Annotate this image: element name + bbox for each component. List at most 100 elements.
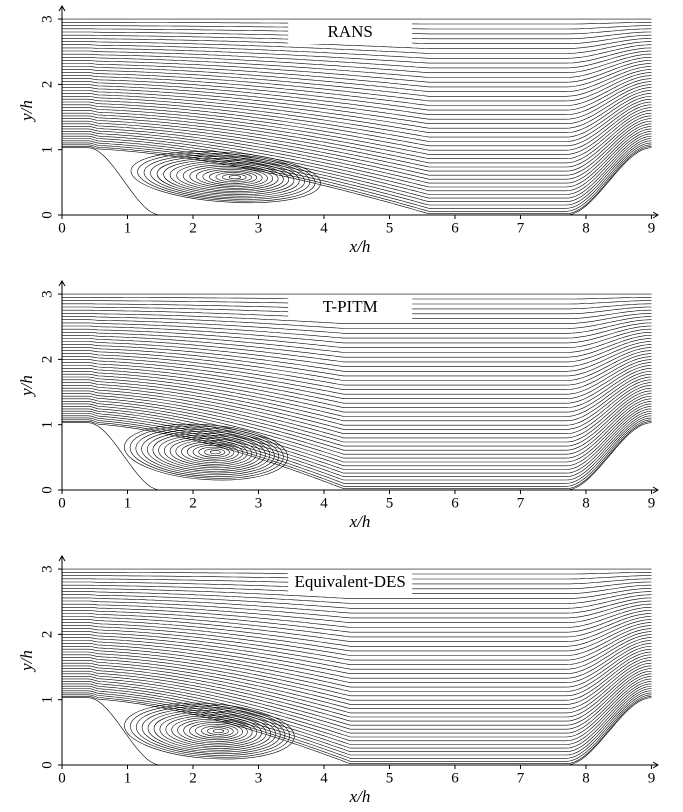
y-axis-label: y/h bbox=[17, 375, 36, 398]
vortex-streamline bbox=[150, 156, 305, 199]
streamline bbox=[62, 673, 652, 730]
vortex-streamline bbox=[163, 159, 295, 195]
y-tick-label: 2 bbox=[39, 356, 55, 364]
streamline bbox=[62, 135, 652, 199]
title-backdrop bbox=[288, 572, 413, 594]
streamline bbox=[62, 665, 652, 718]
y-axis-arrow bbox=[58, 5, 66, 12]
y-tick-label: 0 bbox=[39, 211, 55, 219]
x-tick-label: 2 bbox=[189, 495, 197, 511]
x-tick-label: 8 bbox=[582, 770, 590, 786]
title-backdrop bbox=[288, 22, 413, 44]
vortex-streamline bbox=[195, 723, 239, 739]
streamline bbox=[62, 47, 652, 64]
vortex-streamline bbox=[164, 436, 257, 469]
vortex-streamline bbox=[137, 152, 316, 202]
vortex-streamline bbox=[156, 158, 300, 197]
streamline bbox=[62, 376, 652, 422]
vortex-streamline bbox=[129, 425, 284, 479]
vortex-streamline bbox=[201, 725, 234, 737]
streamline bbox=[62, 401, 652, 459]
vortex-streamline bbox=[141, 429, 275, 476]
vortex-streamline bbox=[222, 173, 247, 181]
x-tick-label: 4 bbox=[320, 770, 328, 786]
y-tick-label: 3 bbox=[39, 290, 55, 298]
vortex-streamline bbox=[176, 162, 284, 192]
vortex-streamline bbox=[130, 151, 321, 204]
streamline bbox=[62, 120, 652, 176]
y-tick-label: 3 bbox=[39, 15, 55, 23]
streamline bbox=[62, 406, 652, 467]
streamline bbox=[62, 670, 652, 726]
vortex-streamline bbox=[212, 729, 225, 734]
y-tick-label: 1 bbox=[39, 696, 55, 704]
vortex-streamline bbox=[198, 446, 230, 458]
x-tick-label: 0 bbox=[58, 770, 66, 786]
streamline bbox=[62, 398, 652, 455]
streamline bbox=[62, 131, 652, 192]
vortex-streamline bbox=[165, 715, 262, 748]
streamline bbox=[62, 140, 652, 206]
vortex-streamline bbox=[209, 450, 221, 455]
x-tick-label: 7 bbox=[517, 495, 525, 511]
vortex-streamline bbox=[135, 427, 280, 477]
streamline bbox=[62, 93, 652, 133]
vortex-streamline bbox=[183, 720, 248, 742]
x-tick-label: 7 bbox=[517, 220, 525, 236]
x-tick-label: 5 bbox=[386, 770, 394, 786]
vortex-streamline bbox=[186, 443, 239, 462]
y-tick-label: 3 bbox=[39, 565, 55, 573]
panel-title: Equivalent-DES bbox=[294, 572, 405, 591]
streamline bbox=[62, 356, 652, 390]
streamline bbox=[62, 692, 652, 759]
streamline bbox=[62, 390, 652, 443]
x-tick-label: 1 bbox=[124, 220, 132, 236]
streamline bbox=[62, 619, 652, 647]
streamline bbox=[62, 126, 652, 184]
streamline bbox=[62, 696, 652, 764]
streamline bbox=[62, 607, 652, 628]
vortex-streamline bbox=[124, 423, 289, 481]
streamline bbox=[62, 107, 652, 155]
streamline bbox=[62, 322, 652, 339]
x-tick-label: 7 bbox=[517, 770, 525, 786]
x-tick-label: 9 bbox=[648, 770, 656, 786]
streamline bbox=[62, 118, 652, 172]
vortex-streamline bbox=[182, 164, 279, 191]
streamline bbox=[62, 72, 652, 102]
streamline bbox=[62, 594, 652, 609]
streamline bbox=[62, 668, 652, 722]
streamline bbox=[62, 387, 652, 439]
x-axis-label: x/h bbox=[349, 787, 371, 806]
streamline bbox=[62, 651, 652, 697]
streamline bbox=[62, 678, 652, 738]
streamline bbox=[62, 683, 652, 745]
streamline bbox=[62, 379, 652, 426]
streamline bbox=[62, 373, 652, 417]
streamline bbox=[62, 395, 652, 451]
streamline bbox=[62, 648, 652, 692]
vortex-streamline bbox=[152, 432, 266, 472]
streamline bbox=[62, 408, 652, 470]
streamline bbox=[62, 362, 652, 399]
streamline bbox=[62, 662, 652, 714]
x-axis-arrow bbox=[652, 211, 659, 219]
x-tick-label: 4 bbox=[320, 495, 328, 511]
vortex-streamline bbox=[202, 169, 263, 186]
x-tick-label: 6 bbox=[451, 495, 459, 511]
y-tick-label: 1 bbox=[39, 421, 55, 429]
vortex-streamline bbox=[189, 722, 244, 741]
streamline bbox=[62, 44, 652, 59]
x-tick-label: 1 bbox=[124, 495, 132, 511]
streamline bbox=[62, 393, 652, 447]
streamline bbox=[62, 603, 652, 623]
streamline bbox=[62, 98, 652, 142]
streamline bbox=[62, 53, 652, 73]
vortex-streamline bbox=[169, 161, 290, 194]
streamline bbox=[62, 688, 652, 752]
vortex-streamline bbox=[204, 448, 226, 456]
streamline bbox=[62, 591, 652, 604]
x-tick-label: 3 bbox=[255, 770, 263, 786]
streamline bbox=[62, 316, 652, 329]
vortex-streamline bbox=[153, 711, 272, 751]
